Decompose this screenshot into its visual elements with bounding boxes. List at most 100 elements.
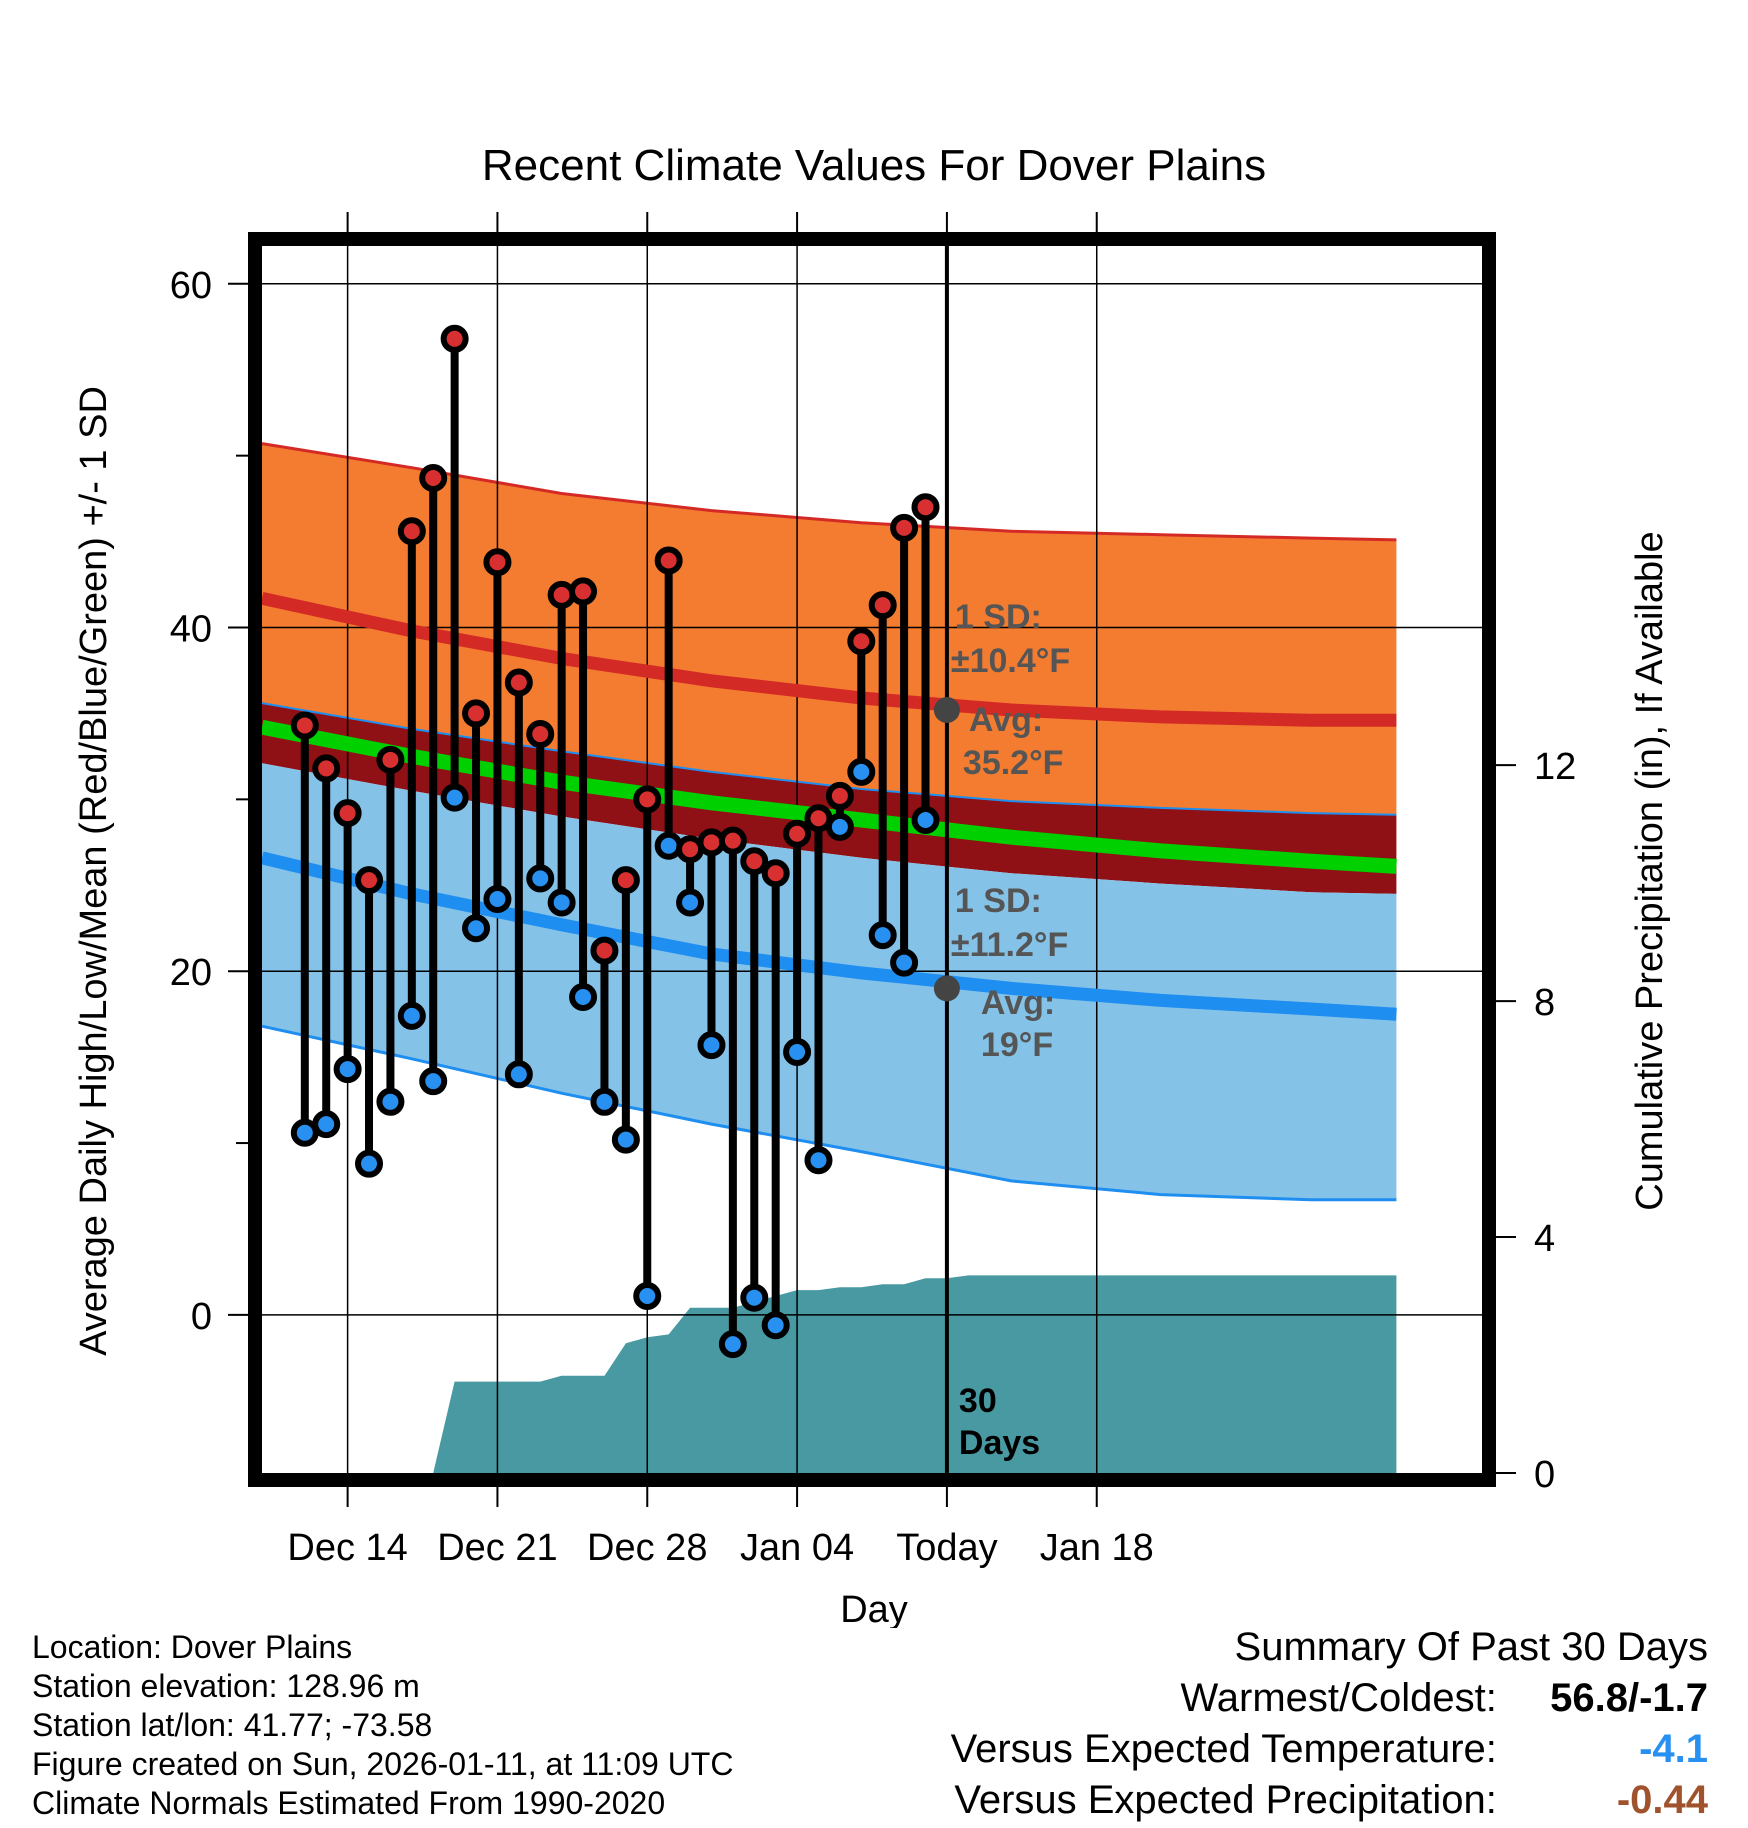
x-tick-label-4: Today	[896, 1527, 997, 1569]
y2-tick-label-0: 0	[1534, 1454, 1555, 1496]
daily-points	[290, 324, 940, 1359]
high-point-17	[654, 546, 683, 575]
low-point-10	[504, 1060, 533, 1089]
normal-low-line	[260, 851, 1397, 1021]
high-point-4	[376, 745, 405, 774]
low-point-14	[590, 1087, 619, 1116]
x-tick-label-3: Jan 04	[740, 1527, 854, 1569]
x-tick-label-2: Dec 28	[587, 1527, 707, 1569]
high-point-26	[847, 627, 876, 656]
y2-axis-label: Cumulative Precipitation (in), If Availa…	[1629, 531, 1671, 1210]
low-point-24	[804, 1146, 833, 1175]
low-minus-sd-edge	[261, 1024, 1397, 1202]
high-point-20	[718, 826, 747, 855]
temp-value: -4.1	[1639, 1727, 1708, 1771]
high-sd-label: 1 SD:	[955, 598, 1042, 636]
high-point-16	[633, 785, 662, 814]
latlon-text: Station lat/lon: 41.77; -73.58	[32, 1707, 433, 1743]
high-point-5	[397, 517, 426, 546]
high-point-6	[419, 463, 448, 492]
high-point-9	[483, 548, 512, 577]
low-point-29	[911, 805, 940, 834]
high-point-1	[312, 754, 341, 783]
precip-row: Versus Expected Precipitation: -0.44	[951, 1775, 1708, 1826]
elevation-text: Station elevation: 128.96 m	[32, 1668, 420, 1704]
climate-chart: 0 20 40 60 0 4 8 12 Dec 14 Dec 21 Dec 28 Jan 04 Toda…	[73, 141, 1671, 1628]
high-point-0	[290, 711, 319, 740]
low-point-28	[890, 948, 919, 977]
high-point-21	[740, 847, 769, 876]
low-point-16	[633, 1281, 662, 1310]
high-point-8	[462, 699, 491, 728]
low-point-2	[333, 1055, 362, 1084]
temp-label: Versus Expected Temperature:	[950, 1727, 1497, 1771]
high-point-10	[504, 668, 533, 697]
high-point-27	[868, 591, 897, 620]
window-days-label: Days	[959, 1424, 1040, 1462]
warm-cold-row: Warmest/Coldest: 56.8/-1.7	[951, 1673, 1709, 1724]
low-point-5	[397, 1001, 426, 1030]
low-point-4	[376, 1087, 405, 1116]
created-text: Figure created on Sun, 2026-01-11, at 11…	[32, 1746, 734, 1782]
low-point-15	[611, 1125, 640, 1154]
low-sd-label: 1 SD:	[955, 882, 1042, 920]
high-point-25	[825, 781, 854, 810]
normal-mean-line	[260, 719, 1397, 874]
low-avg-label: Avg:	[981, 984, 1055, 1022]
precip-fill	[262, 1275, 1397, 1473]
precip-value: -0.44	[1616, 1778, 1708, 1822]
low-point-8	[462, 914, 491, 943]
low-point-26	[847, 757, 876, 786]
x-tick-label-0: Dec 14	[287, 1527, 407, 1569]
low-avg-value: 19°F	[981, 1026, 1053, 1064]
summary-title: Summary Of Past 30 Days	[1234, 1625, 1708, 1669]
high-point-3	[355, 866, 384, 895]
low-point-27	[868, 921, 897, 950]
chart-title: Recent Climate Values For Dover Plains	[482, 141, 1266, 190]
y-tick-label-0: 0	[191, 1296, 212, 1338]
high-point-28	[890, 513, 919, 542]
high-point-12	[547, 580, 576, 609]
temp-row: Versus Expected Temperature: -4.1	[951, 1724, 1708, 1775]
y-axis-label: Average Daily High/Low/Mean (Red/Blue/Gr…	[73, 386, 115, 1356]
high-point-29	[911, 493, 940, 522]
high-point-7	[440, 324, 469, 353]
low-point-6	[419, 1067, 448, 1096]
precip-area	[262, 1275, 1397, 1473]
normals-text: Climate Normals Estimated From 1990-2020	[32, 1785, 666, 1821]
high-point-15	[611, 866, 640, 895]
high-avg-label: Avg:	[969, 701, 1043, 739]
y-tick-label-3: 60	[170, 265, 212, 307]
daily-bars	[300, 246, 949, 1473]
station-info: Location: Dover Plains Station elevation…	[32, 1628, 733, 1823]
x-tick-label-5: Jan 18	[1040, 1527, 1154, 1569]
high-plus-sd-edge	[261, 442, 1397, 542]
low-point-23	[783, 1037, 812, 1066]
x-axis-label: Day	[840, 1589, 908, 1628]
low-point-21	[740, 1283, 769, 1312]
low-point-17	[654, 831, 683, 860]
annotations: 1 SD: ±10.4°F Avg: 35.2°F 1 SD: ±11.2°F Avg: 19…	[933, 598, 1070, 1462]
low-sd-value: ±11.2°F	[951, 926, 1068, 964]
y-tick-label-1: 20	[170, 952, 212, 994]
high-point-11	[526, 720, 555, 749]
low-point-20	[718, 1330, 747, 1359]
precip-label: Versus Expected Precipitation:	[954, 1778, 1497, 1822]
y2-tick-label-1: 4	[1534, 1218, 1555, 1260]
high-sd-value: ±10.4°F	[951, 642, 1070, 680]
low-point-3	[355, 1149, 384, 1178]
low-avg-marker	[933, 975, 960, 1002]
low-point-18	[676, 888, 705, 917]
low-point-7	[440, 783, 469, 812]
x-tick-label-1: Dec 21	[437, 1527, 557, 1569]
high-point-14	[590, 936, 619, 965]
axis-ticks: 0 20 40 60 0 4 8 12 Dec 14 Dec 21 Dec 28 Jan 04 Toda…	[170, 212, 1576, 1569]
high-point-22	[761, 859, 790, 888]
low-point-13	[569, 982, 598, 1011]
y-tick-label-2: 40	[170, 609, 212, 651]
plot-border	[248, 232, 1496, 1487]
warm-cold-value: 56.8/-1.7	[1550, 1676, 1708, 1720]
low-point-22	[761, 1311, 790, 1340]
mean-upper-edge	[261, 702, 1397, 816]
y2-tick-label-3: 12	[1534, 746, 1576, 788]
